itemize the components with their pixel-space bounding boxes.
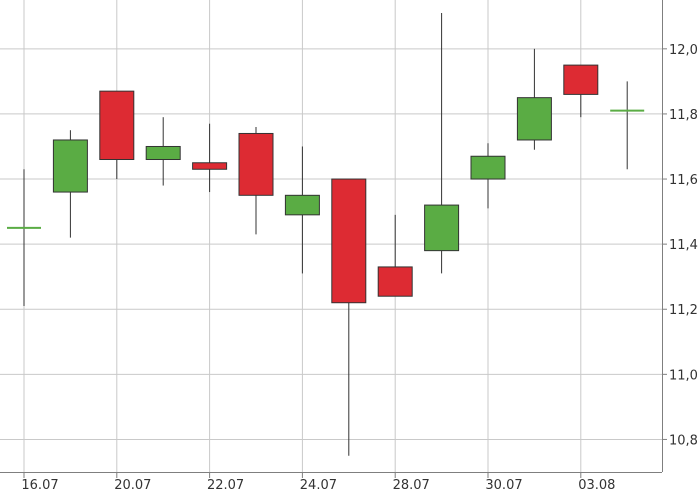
candle-body-down <box>377 266 413 297</box>
y-tick-label: 10,8 <box>669 433 698 448</box>
candle-body-down <box>563 64 599 95</box>
candle-body-down <box>99 90 135 161</box>
candle <box>516 48 552 150</box>
y-tick-label: 11,8 <box>669 108 698 123</box>
candle <box>238 126 274 235</box>
x-tick-label: 03.08 <box>578 478 615 493</box>
y-tick-label: 11,6 <box>669 173 698 188</box>
candle-body-down <box>192 162 228 170</box>
axes <box>0 0 667 478</box>
candle <box>284 146 320 274</box>
candle <box>424 13 460 274</box>
x-tick-label: 28.07 <box>393 478 430 493</box>
candle <box>99 90 135 180</box>
x-tick-labels: 16.07 20.07 22.07 24.07 28.07 30.07 03.08 <box>21 478 615 493</box>
candle-body-up <box>145 145 181 161</box>
candle <box>563 64 599 118</box>
candle <box>7 169 41 306</box>
x-tick-label: 16.07 <box>21 478 58 493</box>
grid-lines <box>0 0 662 472</box>
x-tick-label: 20.07 <box>114 478 151 493</box>
y-tick-label: 12,0 <box>669 43 698 58</box>
candle-body-up <box>424 204 460 252</box>
candle <box>470 143 506 209</box>
candle <box>610 81 645 170</box>
x-tick-label: 24.07 <box>300 478 337 493</box>
candle <box>331 178 367 456</box>
y-tick-label: 11,4 <box>669 238 698 253</box>
x-tick-label: 22.07 <box>207 478 244 493</box>
y-tick-labels: 10,8 11,0 11,2 11,4 11,6 11,8 12,0 <box>669 43 698 449</box>
candle <box>145 117 181 186</box>
y-tick-label: 11,0 <box>669 368 698 383</box>
x-tick-label: 30.07 <box>485 478 522 493</box>
candle-body-down <box>331 178 367 304</box>
y-tick-label: 11,2 <box>669 303 698 318</box>
candle-body-up <box>470 155 506 180</box>
candle-body-up <box>284 194 320 216</box>
candle <box>377 214 413 297</box>
candle-body-down <box>238 132 274 196</box>
candle <box>52 130 88 238</box>
candle-body-up <box>516 97 552 141</box>
candle <box>192 123 228 193</box>
candles <box>7 13 645 456</box>
candle-body-up <box>52 139 88 193</box>
